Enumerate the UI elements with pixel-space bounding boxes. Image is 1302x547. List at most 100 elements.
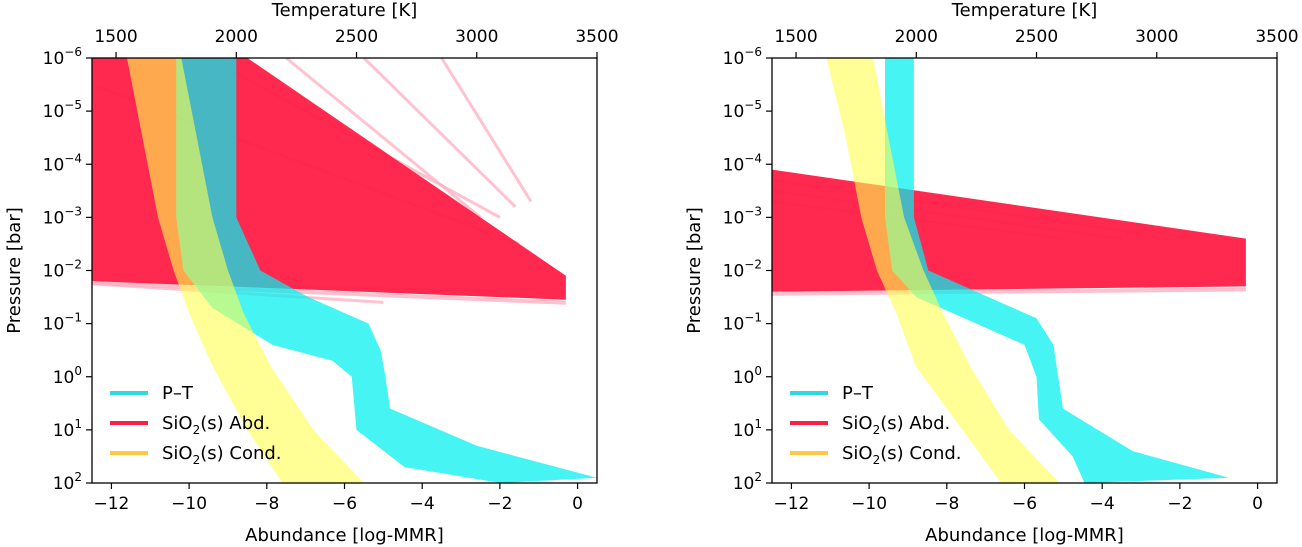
panel-left-ytick-exp-3: −3 — [64, 204, 82, 218]
panel-right-legend-abd-suffix: (s) Abd. — [880, 413, 950, 434]
panel-left-top-tick-label-3: 3000 — [455, 27, 498, 47]
panel-left-ytick-exp-2: −4 — [64, 151, 82, 165]
panel-right-ytick-exp-3: −3 — [744, 204, 762, 218]
panel-left-xtick-label-2: −8 — [254, 494, 279, 514]
panel-left-ytick-base-2: 10 — [43, 155, 65, 175]
panel-right-top-tick-label-0: 1500 — [774, 27, 817, 47]
panel-left-ytick-label-5: 10−1 — [43, 311, 82, 335]
panel-left-xtick-label-4: −4 — [410, 494, 435, 514]
panel-left-xtick-label-3: −6 — [332, 494, 357, 514]
panel-right-ytick-label-5: 10−1 — [723, 311, 762, 335]
panel-left-legend-label-cond: SiO2(s) Cond. — [162, 443, 282, 467]
panel-right-ytick-exp-4: −2 — [744, 258, 762, 272]
panel-right-ytick-exp-8: 2 — [754, 470, 762, 484]
panel-left-ytick-exp-0: −6 — [64, 45, 82, 59]
panel-left-legend-label-pt: P–T — [162, 383, 194, 404]
panel-right-ytick-label-0: 10−6 — [723, 45, 762, 69]
panel-right-xtick-label-0: −12 — [773, 494, 809, 514]
panel-right-ytick-base-3: 10 — [723, 208, 745, 228]
panel-left-ytick-base-5: 10 — [43, 315, 65, 335]
panel-left-xtick-label-0: −12 — [93, 494, 129, 514]
panel-left-plot-area — [92, 58, 597, 483]
panel-left-ytick-label-8: 102 — [53, 470, 82, 494]
panel-left-ytick-label-3: 10−3 — [43, 204, 82, 228]
panel-left-ytick-label-1: 10−5 — [43, 98, 82, 122]
panel-right-legend-label-cond: SiO2(s) Cond. — [842, 443, 962, 467]
panel-right-ytick-exp-6: 0 — [754, 364, 762, 378]
panel-right-ytick-label-8: 102 — [733, 470, 762, 494]
panel-left-xlabel: Abundance [log-MMR] — [245, 525, 444, 546]
panel-right-top-tick-label-3: 3000 — [1135, 27, 1178, 47]
panel-right-series-pt — [885, 58, 1229, 483]
panel-left-top-tick-label-2: 2500 — [335, 27, 378, 47]
panel-left-ytick-base-4: 10 — [43, 262, 65, 282]
panel-right-abd-edge — [772, 287, 1246, 296]
panel-right-xtick-label-1: −10 — [851, 494, 887, 514]
panel-right-top-tick-label-1: 2000 — [895, 27, 938, 47]
panel-right-ytick-label-1: 10−5 — [723, 98, 762, 122]
panel-left-ytick-base-3: 10 — [43, 208, 65, 228]
panel-right-ytick-exp-0: −6 — [744, 45, 762, 59]
panel-left-abd-outlier-2 — [362, 58, 517, 208]
panel-left-ylabel: Pressure [bar] — [4, 207, 25, 333]
panel-right-series-abundance — [772, 169, 1246, 296]
panel-left-ytick-base-8: 10 — [53, 474, 75, 494]
panel-left-ytick-label-7: 101 — [53, 417, 82, 441]
panel-left-ytick-base-0: 10 — [43, 49, 65, 69]
panel-left-series-condensation — [127, 58, 364, 483]
panel-right-xlabel: Abundance [log-MMR] — [925, 525, 1124, 546]
panel-left-top-tick-label-1: 2000 — [215, 27, 258, 47]
panel-right-xtick-label-3: −6 — [1012, 494, 1037, 514]
panel-left-ytick-label-0: 10−6 — [43, 45, 82, 69]
panel-right-xtick-label-6: 0 — [1252, 494, 1263, 514]
panel-right-abd-band — [772, 169, 1246, 292]
panel-left-ytick-label-6: 100 — [53, 364, 82, 388]
panel-right-legend-label-pt: P–T — [842, 383, 874, 404]
panel-left-ytick-base-1: 10 — [43, 102, 65, 122]
panel-right-xtick-label-4: −4 — [1090, 494, 1115, 514]
panel-left-ytick-base-6: 10 — [53, 368, 75, 388]
panel-left-ytick-exp-4: −2 — [64, 258, 82, 272]
panel-right-legend-label-abd: SiO2(s) Abd. — [842, 413, 950, 437]
panel-right-legend-cond-prefix: SiO — [842, 443, 873, 464]
panel-right-top-xlabel: Temperature [K] — [951, 0, 1098, 21]
panel-left-ytick-label-4: 10−2 — [43, 258, 82, 282]
panel-right-legend-cond-suffix: (s) Cond. — [880, 443, 961, 464]
panel-right-ytick-base-1: 10 — [723, 102, 745, 122]
panel-left-xtick-label-6: 0 — [572, 494, 583, 514]
panel-right-ylabel: Pressure [bar] — [684, 207, 705, 333]
panel-right-ytick-exp-1: −5 — [744, 98, 762, 112]
panel-left-xtick-label-5: −2 — [487, 494, 512, 514]
panel-right-plot-area — [772, 58, 1246, 483]
panel-right-ytick-base-0: 10 — [723, 49, 745, 69]
panel-left-abd-outlier-1 — [285, 58, 482, 219]
panel-left-ytick-exp-8: 2 — [74, 470, 82, 484]
panel-left-legend-cond-suffix: (s) Cond. — [200, 443, 281, 464]
panel-right-ytick-base-5: 10 — [723, 315, 745, 335]
panel-right-ytick-base-7: 10 — [733, 421, 755, 441]
panel-left-legend-cond-prefix: SiO — [162, 443, 193, 464]
panel-left-series-pt — [176, 58, 597, 483]
panel-right-legend-cond-sub: 2 — [873, 453, 881, 467]
panel-left-abd-edge — [92, 281, 567, 305]
panel-right-ytick-base-8: 10 — [733, 474, 755, 494]
panel-right-xtick-label-2: −8 — [934, 494, 959, 514]
panel-right-xtick-label-5: −2 — [1167, 494, 1192, 514]
panel-left-ytick-exp-6: 0 — [74, 364, 82, 378]
panel-left-ytick-base-7: 10 — [53, 421, 75, 441]
panel-left-abd-outlier-3 — [440, 58, 533, 203]
panel-right-ytick-base-4: 10 — [723, 262, 745, 282]
panel-left-ytick-exp-1: −5 — [64, 98, 82, 112]
panel-right-ytick-exp-2: −4 — [744, 151, 762, 165]
panel-right-ytick-exp-5: −1 — [744, 311, 762, 325]
panel-left-ytick-exp-5: −1 — [64, 311, 82, 325]
panel-left-legend-cond-sub: 2 — [193, 453, 201, 467]
panel-left-top-tick-label-4: 3500 — [575, 27, 618, 47]
panel-right-top-tick-label-4: 3500 — [1255, 27, 1298, 47]
panel-left-legend-abd-sub: 2 — [193, 423, 201, 437]
